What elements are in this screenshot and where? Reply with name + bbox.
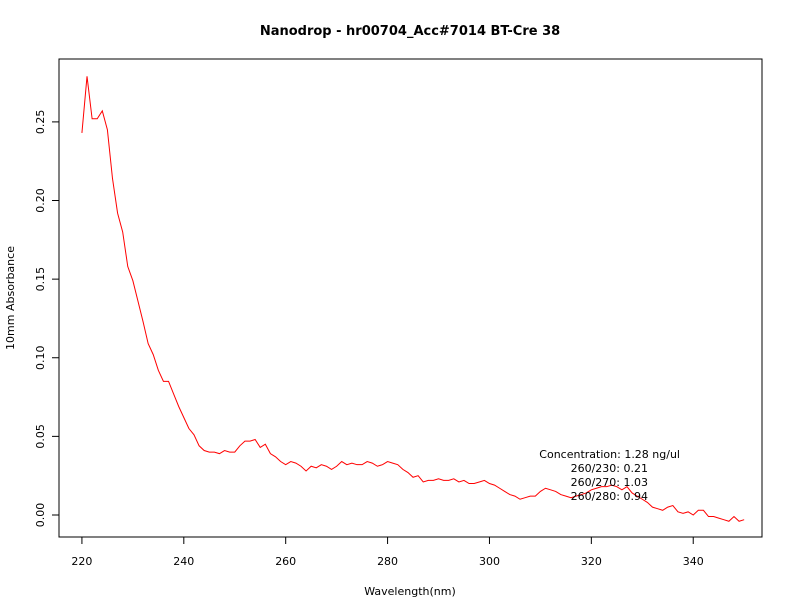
x-tick-label: 280 xyxy=(377,555,398,568)
concentration-annotation: Concentration: 1.28 ng/ul xyxy=(539,448,680,461)
chart-title: Nanodrop - hr00704_Acc#7014 BT-Cre 38 xyxy=(260,24,560,39)
x-tick-label: 300 xyxy=(479,555,500,568)
y-tick-label: 0.10 xyxy=(34,346,47,371)
absorbance-series-line xyxy=(81,76,745,522)
y-axis: 0.00 0.05 0.10 0.15 0.20 0.25 xyxy=(34,110,60,528)
x-tick-label: 260 xyxy=(275,555,296,568)
y-tick-label: 0.05 xyxy=(34,424,47,449)
y-tick-label: 0.20 xyxy=(34,188,47,213)
y-tick-label: 0.25 xyxy=(34,110,47,135)
x-tick-label: 340 xyxy=(683,555,704,568)
ratio-260-280-annotation: 260/280: 0.94 xyxy=(571,490,648,503)
y-tick-label: 0.15 xyxy=(34,267,47,292)
plot-frame xyxy=(58,58,763,538)
x-tick-label: 240 xyxy=(173,555,194,568)
x-tick-label: 220 xyxy=(71,555,92,568)
ratio-260-230-annotation: 260/230: 0.21 xyxy=(571,462,648,475)
ratio-260-270-annotation: 260/270: 1.03 xyxy=(571,476,648,489)
x-axis-label: Wavelength(nm) xyxy=(364,585,456,598)
x-axis: 220 240 260 280 300 320 340 xyxy=(71,536,704,568)
x-tick-label: 320 xyxy=(581,555,602,568)
y-axis-label: 10mm Absorbance xyxy=(4,246,17,350)
y-tick-label: 0.00 xyxy=(34,503,47,528)
